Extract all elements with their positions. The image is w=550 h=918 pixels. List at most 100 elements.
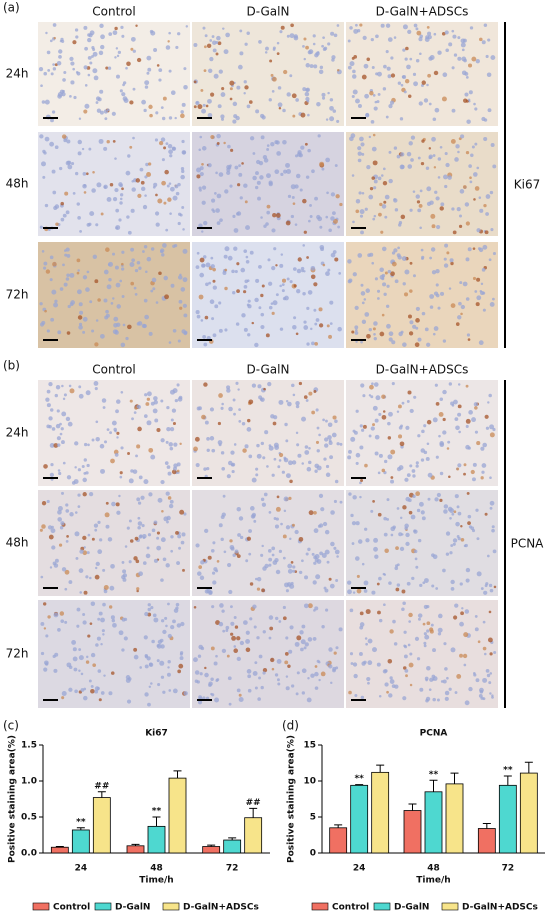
cell-nucleus <box>65 503 69 507</box>
cell-nucleus <box>47 615 51 619</box>
cell-nucleus <box>210 692 213 696</box>
cell-nucleus <box>355 198 361 204</box>
cell-nucleus <box>234 625 239 629</box>
cell-nucleus <box>110 615 115 620</box>
cell-nucleus <box>241 162 244 165</box>
cell-nucleus <box>421 80 426 85</box>
cell-nucleus <box>260 113 265 119</box>
cell-nucleus <box>481 116 486 122</box>
cell-nucleus <box>374 100 378 104</box>
cell-nucleus <box>236 289 240 293</box>
cell-nucleus <box>460 537 465 542</box>
cell-nucleus <box>160 248 165 253</box>
cell-nucleus <box>57 330 62 335</box>
cell-nucleus <box>213 661 218 666</box>
cell-nucleus <box>285 636 289 640</box>
cell-nucleus <box>143 479 149 485</box>
cell-nucleus <box>49 278 53 282</box>
cell-nucleus <box>121 34 125 38</box>
x-tick-label: 48 <box>427 864 440 874</box>
cell-nucleus <box>307 290 313 295</box>
cell-nucleus <box>311 169 315 174</box>
cell-nucleus <box>361 74 367 80</box>
cell-nucleus <box>480 476 484 480</box>
cell-nucleus <box>160 479 165 485</box>
cell-nucleus <box>469 176 472 180</box>
cell-nucleus <box>177 396 183 402</box>
cell-nucleus <box>204 528 209 534</box>
cell-nucleus <box>336 555 339 558</box>
cell-nucleus <box>61 134 67 139</box>
cell-nucleus <box>398 425 403 430</box>
cell-nucleus <box>312 637 317 641</box>
cell-nucleus <box>178 212 182 216</box>
cell-nucleus <box>54 393 58 398</box>
cell-nucleus <box>324 529 330 535</box>
cell-nucleus <box>308 391 313 396</box>
cell-nucleus <box>486 554 490 558</box>
cell-nucleus <box>402 74 407 79</box>
cell-nucleus <box>307 637 313 642</box>
cell-nucleus <box>432 417 438 423</box>
cell-nucleus <box>128 478 134 484</box>
cell-nucleus <box>144 664 149 669</box>
cell-nucleus <box>466 119 471 124</box>
cell-nucleus <box>434 190 438 194</box>
cell-nucleus <box>203 69 207 73</box>
cell-nucleus <box>148 492 153 497</box>
cell-nucleus <box>226 474 231 479</box>
cell-nucleus <box>119 197 123 201</box>
cell-nucleus <box>245 559 249 563</box>
cell-nucleus <box>459 189 465 194</box>
cell-nucleus <box>95 96 101 101</box>
cell-nucleus <box>111 420 117 426</box>
cell-nucleus <box>268 305 273 310</box>
cell-nucleus <box>100 34 105 40</box>
cell-nucleus <box>268 180 273 185</box>
cell-nucleus <box>215 620 220 625</box>
cell-nucleus <box>83 695 88 701</box>
cell-nucleus <box>100 44 105 50</box>
cell-nucleus <box>252 515 255 518</box>
cell-nucleus <box>306 99 310 103</box>
cell-nucleus <box>155 301 159 304</box>
cell-nucleus <box>256 453 262 459</box>
cell-nucleus <box>214 192 217 195</box>
cell-nucleus <box>112 196 118 202</box>
cell-nucleus <box>85 287 90 292</box>
cell-nucleus <box>286 34 290 38</box>
cell-nucleus <box>140 186 146 192</box>
cell-nucleus <box>152 613 157 618</box>
cell-nucleus <box>398 434 403 439</box>
cell-nucleus <box>328 647 333 652</box>
cell-nucleus <box>208 681 213 686</box>
cell-nucleus <box>213 73 219 79</box>
cell-nucleus <box>403 666 407 670</box>
cell-nucleus <box>418 203 423 208</box>
cell-nucleus <box>131 187 136 192</box>
cell-nucleus <box>289 74 293 78</box>
cell-nucleus <box>352 89 358 95</box>
error-bar <box>152 816 161 827</box>
cell-nucleus <box>282 556 286 560</box>
cell-nucleus <box>165 228 169 232</box>
cell-nucleus <box>450 303 456 308</box>
cell-nucleus <box>67 160 72 165</box>
cell-nucleus <box>102 602 106 607</box>
cell-nucleus <box>141 323 147 329</box>
cell-nucleus <box>131 417 134 421</box>
cell-nucleus <box>155 193 158 197</box>
cell-nucleus <box>220 537 224 542</box>
cell-nucleus <box>46 499 50 504</box>
cell-nucleus <box>229 545 235 550</box>
cell-nucleus <box>66 253 71 258</box>
cell-nucleus <box>432 648 436 653</box>
column-header: D-GalN+ADSCs <box>376 363 469 377</box>
cell-nucleus <box>310 265 316 271</box>
cell-nucleus <box>150 606 154 610</box>
cell-nucleus <box>447 506 453 512</box>
cell-nucleus <box>473 198 476 201</box>
cell-nucleus <box>133 654 139 660</box>
cell-nucleus <box>273 247 277 251</box>
cell-nucleus <box>306 697 312 703</box>
